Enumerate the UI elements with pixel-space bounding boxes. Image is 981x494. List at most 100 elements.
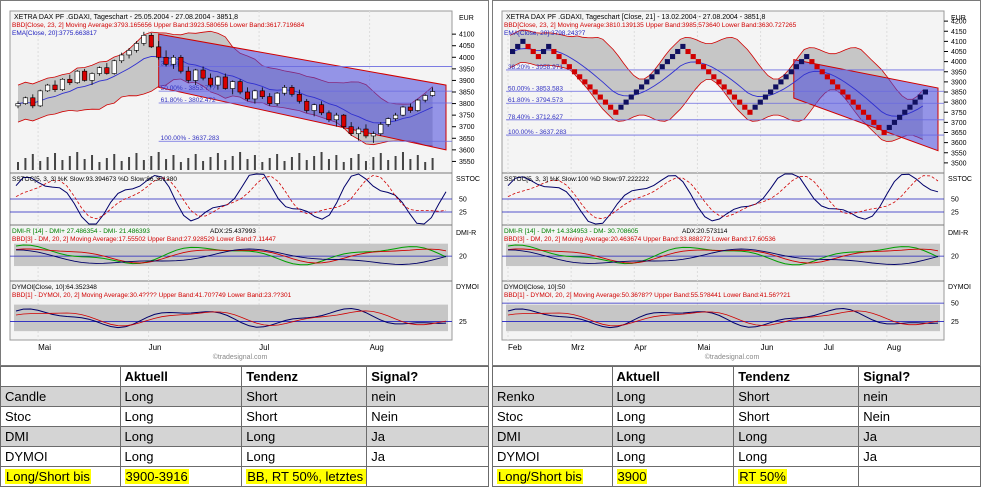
renko-brick xyxy=(711,74,717,80)
candle-body xyxy=(37,90,43,107)
signal-cell: Nein xyxy=(366,406,489,427)
renko-brick xyxy=(654,69,660,75)
header-cell-aktuell: Aktuell xyxy=(611,366,735,387)
x-tick-label: Jun xyxy=(761,343,774,352)
fibonacci-label: 38.2% xyxy=(161,61,180,68)
volume-bar xyxy=(261,162,264,170)
dymoi-y-tick: 25 xyxy=(459,319,467,326)
adx-legend: ADX:25.437993 xyxy=(210,228,256,235)
dmi-y-tick: 20 xyxy=(951,254,959,261)
y-tick-label: 3800 xyxy=(459,101,475,108)
renko-brick xyxy=(520,38,526,44)
dmi-band-fill xyxy=(506,243,940,267)
tendenz-cell: Short xyxy=(241,386,368,407)
adx-legend: ADX:20.573114 xyxy=(682,228,728,235)
ema-legend: EMA[Close, 20]:3775.663817 xyxy=(12,30,97,37)
renko-chart-panel: Feb Mrz Apr Mai Jun Jul Aug ©tradesignal.com 38.… xyxy=(492,0,981,366)
y-tick-label: 3800 xyxy=(951,100,967,107)
table-footer-row: Long/Short bis 3900 RT 50% xyxy=(492,466,981,487)
candle-body xyxy=(252,90,258,100)
ema-line xyxy=(509,48,924,117)
y-tick-label: 3850 xyxy=(459,90,475,97)
aktuell-cell: Long xyxy=(119,406,243,427)
candle-body xyxy=(45,84,51,92)
volume-bar xyxy=(24,158,27,170)
dymoi-bbd-legend: BBD[1] - DYMOI, 20, 2] Moving Average:30… xyxy=(12,292,292,299)
candle-body xyxy=(289,87,295,95)
renko-brick xyxy=(788,69,794,75)
bbd-legend: BBD[Close, 23, 2] Moving Average:3793.16… xyxy=(12,22,305,29)
y-tick-label: 3950 xyxy=(459,66,475,73)
renko-brick xyxy=(737,99,743,105)
renko-brick xyxy=(876,124,882,130)
y-tick-label: 3850 xyxy=(951,90,967,97)
renko-brick xyxy=(922,89,928,95)
candle-body xyxy=(341,114,347,128)
dymoi-legend: DYMOI[Close, 10]:50 xyxy=(504,284,566,291)
volume-bar xyxy=(150,156,153,170)
candle-body xyxy=(82,70,88,81)
fibonacci-label: 100.00% - 3637.283 xyxy=(161,135,220,142)
volume-bar xyxy=(209,157,212,170)
renko-brick xyxy=(897,114,903,120)
dmi-legend: DMI-R [14] - DMI+ 27.486354 - DMI- 21.48… xyxy=(12,228,150,235)
renko-brick xyxy=(618,104,624,110)
volume-bar xyxy=(17,162,19,170)
table-header-row: Aktuell Tendenz Signal? xyxy=(492,366,981,387)
candle-body xyxy=(215,76,221,86)
dmi-bbd-legend: BBD[3] - DM, 20, 2] Moving Average:20.46… xyxy=(504,236,776,243)
candle-body xyxy=(104,67,110,74)
renko-brick xyxy=(871,119,877,125)
candle-body xyxy=(30,97,36,107)
renko-brick xyxy=(690,54,696,60)
header-cell-signal: Signal? xyxy=(366,366,489,387)
renko-brick xyxy=(840,89,846,95)
volume-bar xyxy=(394,156,397,170)
candle-body xyxy=(244,91,251,100)
stoch-y-tick: 25 xyxy=(459,210,467,217)
indicator-cell: DMI xyxy=(0,426,121,447)
renko-brick xyxy=(747,109,753,115)
candle-body xyxy=(200,69,206,79)
aktuell-cell: Long xyxy=(611,446,735,467)
renko-brick xyxy=(829,79,836,85)
indicator-cell: DMI xyxy=(492,426,613,447)
renko-brick xyxy=(845,94,851,100)
header-cell-tendenz: Tendenz xyxy=(733,366,860,387)
volume-bar xyxy=(372,157,375,170)
dmi-y-tick: 20 xyxy=(459,254,467,261)
volume-bar xyxy=(216,153,219,170)
indicator-cell: Candle xyxy=(0,386,121,407)
watermark: ©tradesignal.com xyxy=(705,353,760,361)
renko-brick xyxy=(700,64,707,70)
volume-bar xyxy=(409,159,412,170)
candle-body xyxy=(319,104,325,114)
candle-body xyxy=(311,104,317,111)
y-tick-label: 4050 xyxy=(951,49,967,56)
y-tick-label: 4100 xyxy=(951,39,967,46)
header-cell-tendenz: Tendenz xyxy=(241,366,368,387)
candle-body xyxy=(274,92,280,104)
volume-bar xyxy=(76,152,79,170)
candle-body xyxy=(356,128,362,134)
renko-brick xyxy=(510,48,516,55)
stoch-legend: SSTOC[5, 3, 3] %K Slow:100 %D Slow:97.22… xyxy=(504,176,650,183)
y-tick-label: 3900 xyxy=(459,78,475,85)
renko-brick xyxy=(602,99,609,105)
renko-brick xyxy=(649,74,655,80)
renko-brick xyxy=(525,43,531,49)
fibonacci-label: 61.80% - 3794.573 xyxy=(508,97,563,104)
dymoi-band-line xyxy=(507,310,939,327)
header-cell xyxy=(492,366,613,387)
volume-bar xyxy=(83,159,86,170)
renko-brick xyxy=(891,119,898,125)
volume-bar xyxy=(379,153,382,170)
candle-body xyxy=(222,76,228,89)
candle-body xyxy=(407,106,413,111)
y-tick-label: 3500 xyxy=(951,160,967,167)
bbd-legend: BBD[Close, 23, 2] Moving Average:3810.13… xyxy=(504,22,797,29)
watermark: ©tradesignal.com xyxy=(213,353,268,361)
y-tick-label: 3700 xyxy=(951,120,967,127)
volume-bar xyxy=(157,152,160,170)
renko-brick xyxy=(793,64,799,70)
